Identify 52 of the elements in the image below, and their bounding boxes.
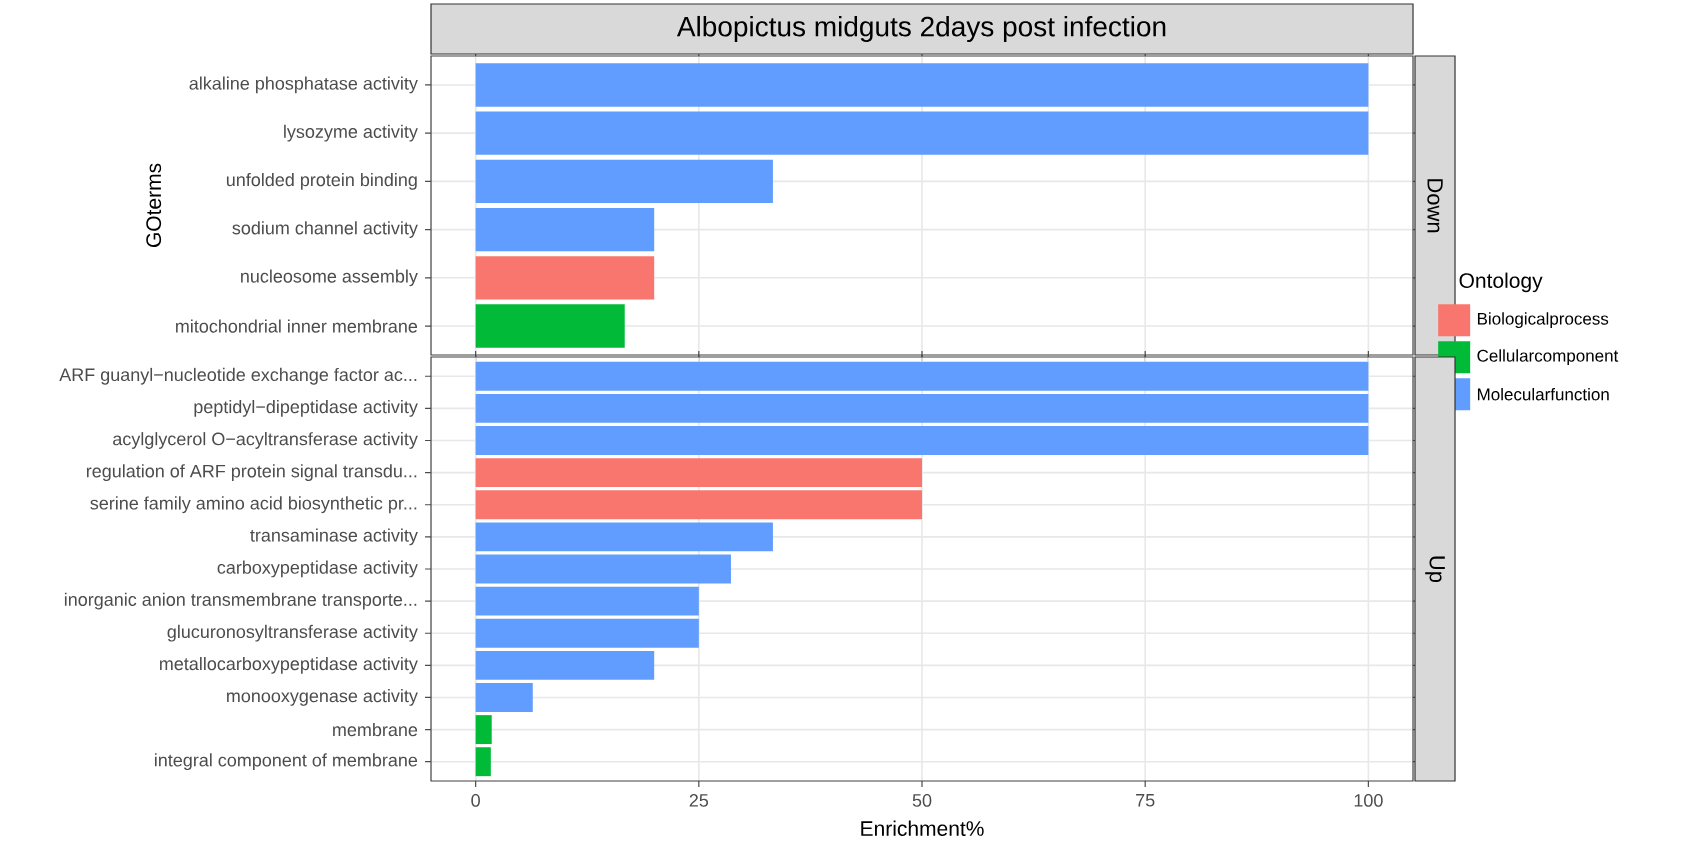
bar [475, 522, 773, 552]
bar [475, 618, 699, 648]
text: Up [1425, 556, 1445, 583]
bar [475, 650, 655, 680]
y-tick-label: serine family amino acid biosynthetic pr... [90, 496, 417, 514]
legend-label: Biologicalprocess [1477, 312, 1609, 329]
y-tick-label: ARF guanyl−nucleotide exchange factor ac... [59, 367, 417, 385]
x-tick-label: 100 [1354, 794, 1383, 807]
y-tick-label: unfolded protein binding [226, 172, 417, 190]
y-tick-label: alkaline phosphatase activity [189, 76, 418, 94]
chart-title: Albopictus midguts 2days post infection [676, 15, 1166, 43]
x-tick-label: 75 [1136, 794, 1155, 807]
y-tick-label: lysozyme activity [284, 124, 418, 142]
y-tick-label: membrane [333, 722, 418, 737]
bar [475, 159, 773, 204]
y-tick-label: monooxygenase activity [227, 689, 418, 706]
y-tick-label: integral component of membrane [154, 753, 418, 771]
text: Down [1427, 179, 1443, 233]
bar [475, 256, 655, 300]
bar [475, 586, 699, 616]
y-axis-title: GOterms [146, 163, 162, 248]
y-tick-label: sodium channel activity [232, 221, 418, 238]
y-tick-label: carboxypeptidase activity [217, 560, 418, 578]
bar [475, 747, 491, 777]
bar [475, 458, 923, 488]
bar [475, 426, 1369, 455]
bar [475, 111, 1369, 155]
y-tick-label: inorganic anion transmembrane transporte... [64, 592, 417, 610]
legend-label: Molecularfunction [1477, 387, 1609, 401]
legend-label: Cellularcomponent [1477, 349, 1619, 366]
y-tick-label: acylglycerol O−acyltransferase activity [113, 432, 418, 449]
bar [475, 490, 923, 520]
x-tick-label: 50 [912, 794, 932, 807]
y-tick-label: transaminase activity [250, 528, 418, 546]
bar [475, 683, 533, 712]
bar [475, 207, 655, 252]
y-tick-label: metallocarboxypeptidase activity [160, 656, 418, 674]
y-tick-label: peptidyl−dipeptidase activity [194, 399, 418, 417]
bar [475, 63, 1369, 107]
x-axis-title: Enrichment% [861, 820, 984, 836]
y-tick-label: mitochondrial inner membrane [176, 319, 418, 333]
x-tick-label: 25 [689, 794, 709, 807]
legend-title: Ontology [1459, 272, 1543, 293]
bar [475, 554, 731, 584]
bar [475, 304, 625, 348]
x-tick-label: 0 [471, 794, 480, 807]
bar [475, 393, 1369, 423]
y-tick-label: nucleosome assembly [241, 269, 418, 287]
y-tick-label: glucuronosyltransferase activity [167, 624, 418, 642]
y-tick-label: regulation of ARF protein signal transdu... [86, 464, 417, 482]
bar [475, 715, 492, 745]
bar [475, 361, 1369, 391]
